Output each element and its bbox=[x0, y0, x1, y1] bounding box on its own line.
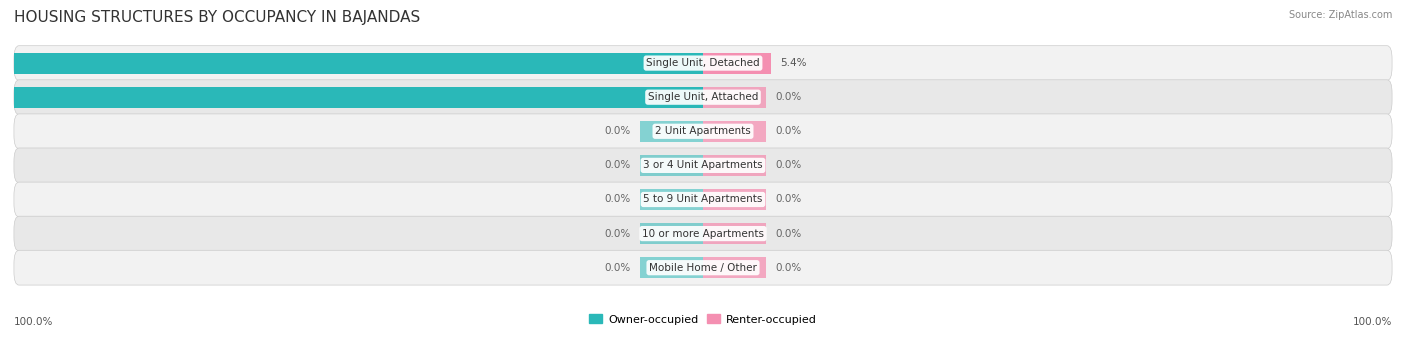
Text: 0.0%: 0.0% bbox=[776, 92, 801, 102]
Text: 5 to 9 Unit Apartments: 5 to 9 Unit Apartments bbox=[644, 194, 762, 205]
Text: 5.4%: 5.4% bbox=[780, 58, 807, 68]
Bar bbox=[703, 189, 766, 210]
Text: 100.0%: 100.0% bbox=[1353, 317, 1392, 327]
Text: HOUSING STRUCTURES BY OCCUPANCY IN BAJANDAS: HOUSING STRUCTURES BY OCCUPANCY IN BAJAN… bbox=[14, 10, 420, 25]
Bar bbox=[703, 223, 766, 244]
Legend: Owner-occupied, Renter-occupied: Owner-occupied, Renter-occupied bbox=[585, 310, 821, 329]
Text: 0.0%: 0.0% bbox=[605, 228, 630, 239]
FancyBboxPatch shape bbox=[14, 250, 1392, 285]
Bar bbox=[640, 223, 703, 244]
Text: 10 or more Apartments: 10 or more Apartments bbox=[643, 228, 763, 239]
Bar bbox=[0, 87, 703, 108]
Text: Single Unit, Detached: Single Unit, Detached bbox=[647, 58, 759, 68]
Text: 0.0%: 0.0% bbox=[776, 194, 801, 205]
Bar bbox=[640, 257, 703, 278]
Bar bbox=[703, 87, 766, 108]
Text: 0.0%: 0.0% bbox=[776, 263, 801, 273]
FancyBboxPatch shape bbox=[14, 182, 1392, 217]
Text: 3 or 4 Unit Apartments: 3 or 4 Unit Apartments bbox=[643, 160, 763, 170]
Text: Single Unit, Attached: Single Unit, Attached bbox=[648, 92, 758, 102]
Text: 0.0%: 0.0% bbox=[776, 228, 801, 239]
Text: Mobile Home / Other: Mobile Home / Other bbox=[650, 263, 756, 273]
Bar bbox=[640, 121, 703, 142]
Bar bbox=[703, 53, 770, 74]
Text: 0.0%: 0.0% bbox=[605, 160, 630, 170]
Text: 0.0%: 0.0% bbox=[776, 126, 801, 136]
Text: 2 Unit Apartments: 2 Unit Apartments bbox=[655, 126, 751, 136]
Text: 0.0%: 0.0% bbox=[605, 194, 630, 205]
Bar bbox=[640, 155, 703, 176]
Bar bbox=[703, 155, 766, 176]
FancyBboxPatch shape bbox=[14, 46, 1392, 80]
Text: 0.0%: 0.0% bbox=[605, 126, 630, 136]
Text: Source: ZipAtlas.com: Source: ZipAtlas.com bbox=[1288, 10, 1392, 20]
FancyBboxPatch shape bbox=[14, 80, 1392, 115]
Bar bbox=[703, 257, 766, 278]
Text: 0.0%: 0.0% bbox=[776, 160, 801, 170]
FancyBboxPatch shape bbox=[14, 216, 1392, 251]
Text: 100.0%: 100.0% bbox=[14, 317, 53, 327]
Bar bbox=[703, 121, 766, 142]
Bar bbox=[640, 189, 703, 210]
Bar bbox=[0, 53, 703, 74]
FancyBboxPatch shape bbox=[14, 148, 1392, 183]
FancyBboxPatch shape bbox=[14, 114, 1392, 149]
Text: 0.0%: 0.0% bbox=[605, 263, 630, 273]
